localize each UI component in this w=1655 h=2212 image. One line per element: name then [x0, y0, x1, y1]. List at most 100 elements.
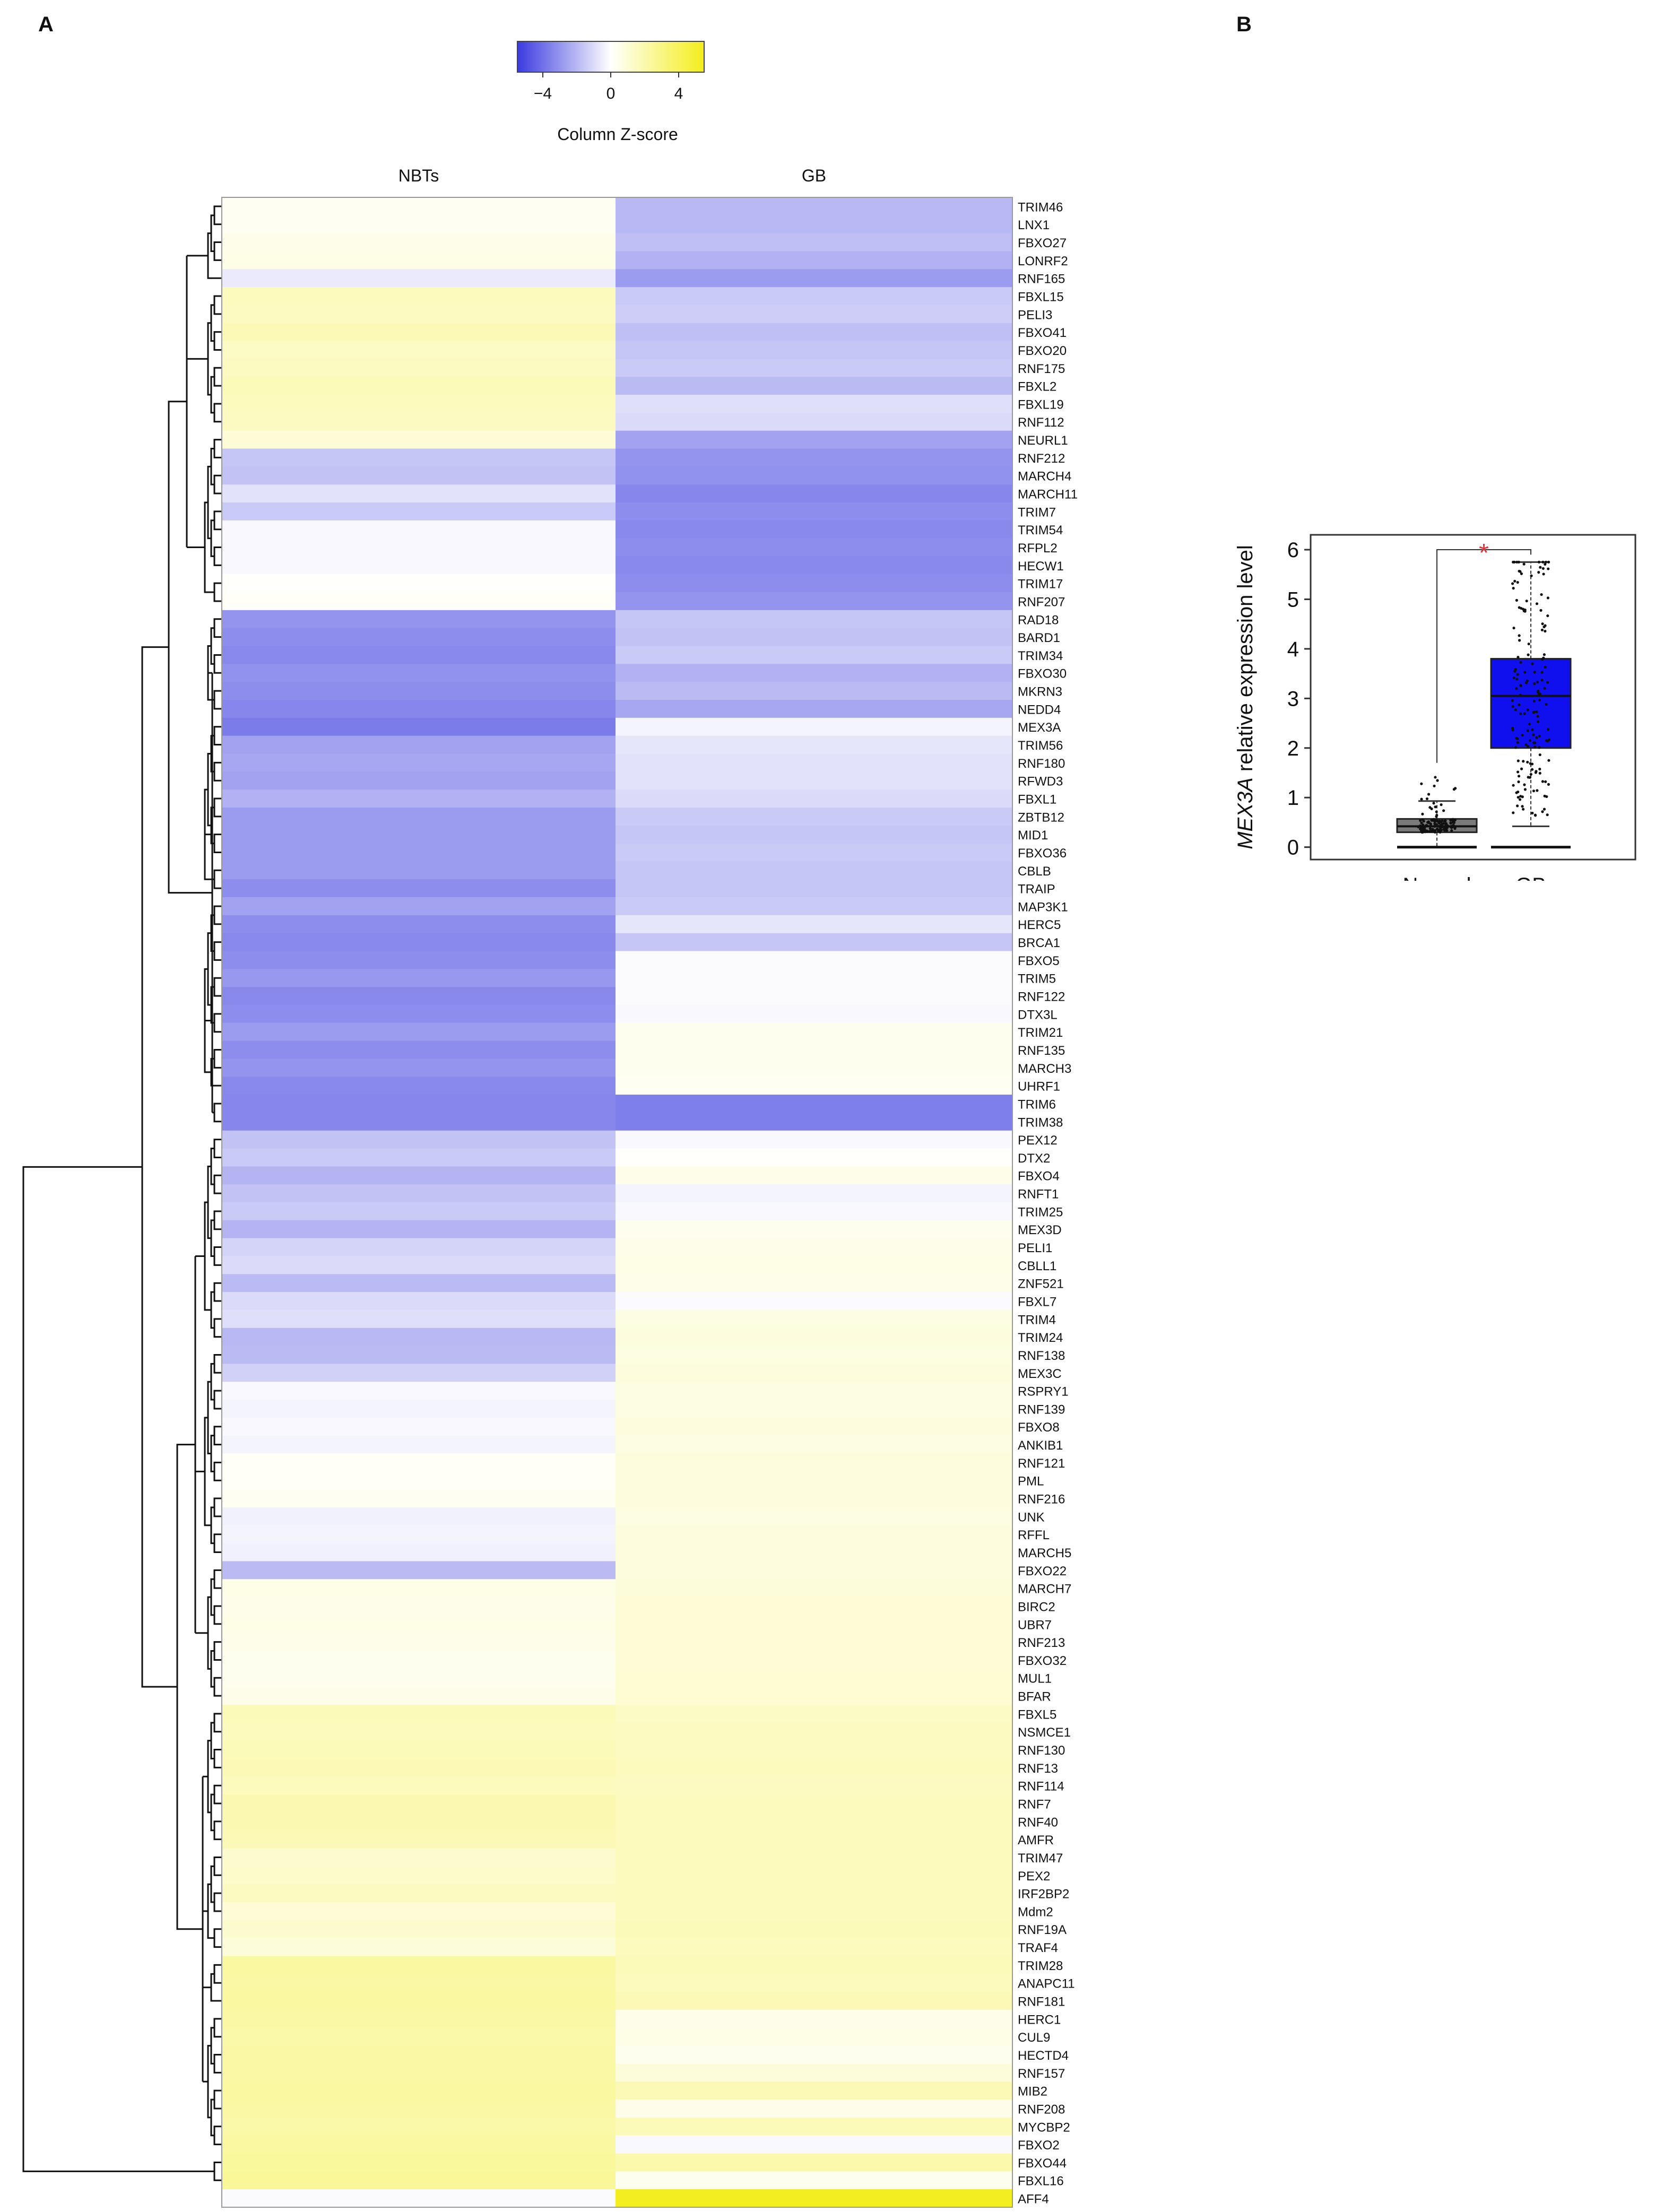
row-label: RNF19A: [1018, 1923, 1067, 1937]
data-point: [1515, 678, 1519, 681]
heatmap-cell-nbt: [222, 2189, 616, 2208]
data-point: [1546, 681, 1549, 684]
data-point: [1433, 830, 1436, 834]
heatmap-cell-gb: [616, 1256, 1012, 1274]
heatmap-cell-nbt: [222, 520, 616, 539]
heatmap-cell-nbt: [222, 1920, 616, 1939]
data-point: [1525, 600, 1528, 603]
heatmap-cell-gb: [616, 1740, 1012, 1759]
data-point: [1524, 743, 1528, 747]
color-key-tick-label-0: −4: [534, 85, 552, 102]
row-label: RNF112: [1018, 415, 1064, 430]
heatmap-cell-nbt: [222, 1561, 616, 1580]
data-point: [1533, 710, 1536, 714]
row-label: NEDD4: [1018, 702, 1061, 717]
row-label: ANKIB1: [1018, 1438, 1063, 1453]
data-point: [1427, 793, 1431, 796]
heatmap-cell-gb: [616, 215, 1012, 234]
data-point: [1523, 671, 1527, 674]
heatmap-cell-nbt: [222, 430, 616, 449]
row-label: TRIM56: [1018, 739, 1063, 753]
row-label: CBLL1: [1018, 1259, 1056, 1273]
heatmap-cell-gb: [616, 1292, 1012, 1311]
heatmap-cell-gb: [616, 2189, 1012, 2208]
heatmap-cell-gb: [616, 897, 1012, 916]
data-point: [1517, 780, 1520, 784]
heatmap-cell-gb: [616, 1651, 1012, 1669]
data-point: [1512, 587, 1515, 590]
data-point: [1453, 826, 1457, 829]
heatmap-frame: [221, 197, 1013, 2208]
heatmap-cell-gb: [616, 1435, 1012, 1454]
heatmap-cell-gb: [616, 646, 1012, 664]
heatmap-cell-nbt: [222, 2117, 616, 2136]
data-point: [1451, 818, 1454, 821]
heatmap-cell-nbt: [222, 987, 616, 1005]
heatmap-cell-nbt: [222, 556, 616, 575]
data-point: [1526, 729, 1529, 732]
heatmap-cell-nbt: [222, 1453, 616, 1472]
data-point: [1436, 827, 1439, 830]
heatmap-cell-nbt: [222, 1902, 616, 1921]
heatmap-cell-nbt: [222, 1382, 616, 1400]
row-label: MARCH5: [1018, 1546, 1071, 1560]
data-point: [1543, 808, 1546, 811]
heatmap-cell-gb: [616, 2171, 1012, 2190]
heatmap-cell-gb: [616, 735, 1012, 754]
data-point: [1445, 829, 1449, 832]
data-point: [1426, 821, 1429, 824]
heatmap-cell-nbt: [222, 1238, 616, 1257]
data-point: [1522, 609, 1526, 613]
group-label-normal: Normal: [1403, 874, 1471, 881]
heatmap-cell-nbt: [222, 1866, 616, 1885]
data-point: [1541, 780, 1545, 783]
heatmap-cell-gb: [616, 1346, 1012, 1364]
row-label: LONRF2: [1018, 254, 1068, 268]
heatmap-cell-gb: [616, 448, 1012, 467]
heatmap-cell-nbt: [222, 915, 616, 934]
data-point: [1425, 797, 1429, 801]
heatmap-cell-nbt: [222, 1040, 616, 1060]
row-label: FBXO30: [1018, 667, 1067, 681]
data-point: [1518, 703, 1521, 707]
heatmap-cell-nbt: [222, 2045, 616, 2064]
heatmap-cell-gb: [616, 1525, 1012, 1544]
data-point: [1535, 770, 1538, 773]
heatmap-cell-gb: [616, 1705, 1012, 1723]
significance-bracket: [1436, 549, 1531, 763]
y-axis-label-gene: MEX3A: [1234, 777, 1257, 849]
row-label: TRIM38: [1018, 1115, 1063, 1130]
row-label: PEX12: [1018, 1133, 1058, 1148]
data-point: [1454, 787, 1457, 790]
row-label: FBXO22: [1018, 1564, 1067, 1578]
heatmap-cell-gb: [616, 1920, 1012, 1939]
data-point: [1425, 823, 1428, 827]
heatmap-cell-gb: [616, 1615, 1012, 1634]
data-point: [1536, 681, 1539, 684]
data-point: [1428, 825, 1432, 828]
heatmap-cell-nbt: [222, 700, 616, 718]
heatmap-cell-nbt: [222, 682, 616, 700]
row-label: TRIM28: [1018, 1959, 1063, 1973]
data-point: [1433, 825, 1436, 828]
data-point: [1543, 653, 1546, 656]
heatmap-cell-nbt: [222, 1687, 616, 1705]
heatmap-cell-nbt: [222, 1633, 616, 1652]
data-point: [1527, 643, 1530, 646]
row-label: MEX3C: [1018, 1367, 1062, 1381]
heatmap-cell-nbt: [222, 1776, 616, 1795]
heatmap-cell-gb: [616, 2045, 1012, 2064]
heatmap-cell-nbt: [222, 861, 616, 880]
row-label: FBXO36: [1018, 846, 1067, 861]
heatmap-cell-nbt: [222, 1705, 616, 1723]
data-point: [1543, 794, 1546, 797]
data-point: [1523, 788, 1527, 791]
heatmap-cell-gb: [616, 1004, 1012, 1023]
heatmap-cell-nbt: [222, 969, 616, 987]
data-point: [1420, 782, 1423, 785]
row-label: FBXL2: [1018, 380, 1056, 394]
data-point: [1532, 699, 1536, 702]
panel-b-label: B: [1236, 13, 1252, 36]
data-point: [1537, 689, 1540, 693]
data-point: [1513, 560, 1516, 563]
